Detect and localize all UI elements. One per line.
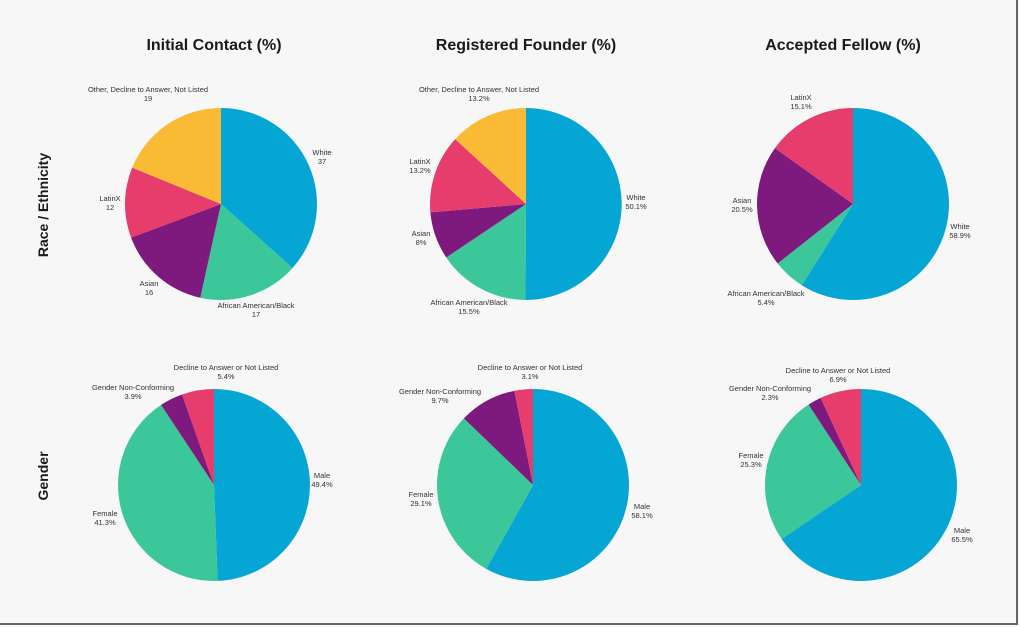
- slice-value-latinx: 12: [106, 203, 114, 212]
- slice-value-gender-non-conforming: 2.3%: [761, 393, 778, 402]
- slice-other-decline-to-answer-not-listed: [455, 108, 526, 204]
- slice-label-male: Male: [954, 526, 970, 535]
- slice-label-decline-to-answer-or-not-listed: Decline to Answer or Not Listed: [786, 366, 891, 375]
- slice-latinx: [125, 167, 221, 238]
- slice-label-gender-non-conforming: Gender Non-Conforming: [399, 387, 481, 396]
- slice-label-female: Female: [408, 490, 433, 499]
- slice-male: [214, 389, 310, 581]
- slice-label-latinx: LatinX: [790, 93, 811, 102]
- column-title-registered-founder: Registered Founder (%): [436, 37, 616, 54]
- slice-label-male: Male: [634, 502, 650, 511]
- slice-value-male: 49.4%: [311, 480, 333, 489]
- row-title-gender: Gender: [35, 451, 51, 501]
- slice-gender-non-conforming: [463, 390, 533, 485]
- slice-label-gender-non-conforming: Gender Non-Conforming: [729, 384, 811, 393]
- slice-value-male: 65.5%: [951, 535, 973, 544]
- slice-african-american-black: [777, 204, 853, 286]
- slice-label-latinx: LatinX: [409, 157, 430, 166]
- slice-value-asian: 8%: [416, 238, 427, 247]
- slice-label-female: Female: [738, 451, 763, 460]
- slice-value-decline-to-answer-or-not-listed: 3.1%: [521, 372, 538, 381]
- slice-label-african-american-black: African American/Black: [727, 289, 804, 298]
- slice-value-asian: 16: [145, 288, 153, 297]
- slice-label-white: White: [626, 193, 645, 202]
- slice-decline-to-answer-or-not-listed: [820, 389, 861, 485]
- slice-other-decline-to-answer-not-listed: [132, 108, 221, 204]
- slice-label-asian: Asian: [140, 279, 159, 288]
- slice-label-other-decline-to-answer-not-listed: Other, Decline to Answer, Not Listed: [419, 85, 539, 94]
- slice-male: [486, 389, 630, 581]
- slice-value-african-american-black: 15.5%: [458, 307, 480, 316]
- slice-label-female: Female: [92, 509, 117, 518]
- slice-value-female: 29.1%: [410, 499, 432, 508]
- slice-label-african-american-black: African American/Black: [217, 301, 294, 310]
- slice-asian: [757, 148, 853, 264]
- slice-asian: [131, 204, 221, 298]
- slice-label-white: White: [312, 148, 331, 157]
- slice-value-gender-non-conforming: 3.9%: [124, 392, 141, 401]
- slice-asian: [430, 204, 526, 258]
- slice-latinx: [774, 108, 853, 204]
- slice-label-white: White: [950, 222, 969, 231]
- slice-label-male: Male: [314, 471, 330, 480]
- slice-female: [437, 418, 533, 569]
- slice-value-female: 25.3%: [740, 460, 762, 469]
- slice-male: [781, 389, 957, 581]
- row-title-race-ethnicity: Race / Ethnicity: [35, 153, 51, 257]
- slice-decline-to-answer-or-not-listed: [514, 389, 533, 485]
- slice-latinx: [429, 139, 526, 213]
- slice-label-asian: Asian: [733, 196, 752, 205]
- slice-label-decline-to-answer-or-not-listed: Decline to Answer or Not Listed: [478, 363, 583, 372]
- slice-gender-non-conforming: [161, 394, 214, 485]
- slice-white: [801, 108, 949, 300]
- slice-value-asian: 20.5%: [731, 205, 753, 214]
- slice-decline-to-answer-or-not-listed: [182, 388, 214, 485]
- slice-value-other-decline-to-answer-not-listed: 13.2%: [468, 94, 490, 103]
- slice-value-gender-non-conforming: 9.7%: [431, 396, 448, 405]
- slice-value-white: 50.1%: [625, 202, 647, 211]
- slice-value-decline-to-answer-or-not-listed: 5.4%: [217, 372, 234, 381]
- slice-value-african-american-black: 5.4%: [757, 298, 774, 307]
- slice-label-other-decline-to-answer-not-listed: Other, Decline to Answer, Not Listed: [88, 85, 208, 94]
- slice-white: [525, 108, 622, 301]
- slice-label-gender-non-conforming: Gender Non-Conforming: [92, 383, 174, 392]
- slice-value-african-american-black: 17: [252, 310, 260, 319]
- slice-value-white: 58.9%: [949, 231, 971, 240]
- slice-label-latinx: LatinX: [99, 194, 120, 203]
- slice-value-latinx: 15.1%: [790, 102, 812, 111]
- slice-african-american-black: [200, 204, 293, 300]
- slice-value-male: 58.1%: [631, 511, 653, 520]
- slice-african-american-black: [446, 204, 526, 300]
- slice-value-latinx: 13.2%: [409, 166, 431, 175]
- slice-value-decline-to-answer-or-not-listed: 6.9%: [829, 375, 846, 384]
- slice-value-female: 41.3%: [94, 518, 116, 527]
- slice-label-african-american-black: African American/Black: [430, 298, 507, 307]
- slice-value-white: 37: [318, 157, 326, 166]
- slice-value-other-decline-to-answer-not-listed: 19: [144, 94, 152, 103]
- column-title-accepted-fellow: Accepted Fellow (%): [765, 37, 921, 54]
- slice-label-asian: Asian: [412, 229, 431, 238]
- slice-female: [118, 404, 218, 581]
- slice-white: [221, 108, 317, 269]
- slice-gender-non-conforming: [808, 397, 861, 485]
- column-title-initial-contact: Initial Contact (%): [146, 37, 281, 54]
- slice-female: [765, 404, 861, 539]
- slice-label-decline-to-answer-or-not-listed: Decline to Answer or Not Listed: [174, 363, 279, 372]
